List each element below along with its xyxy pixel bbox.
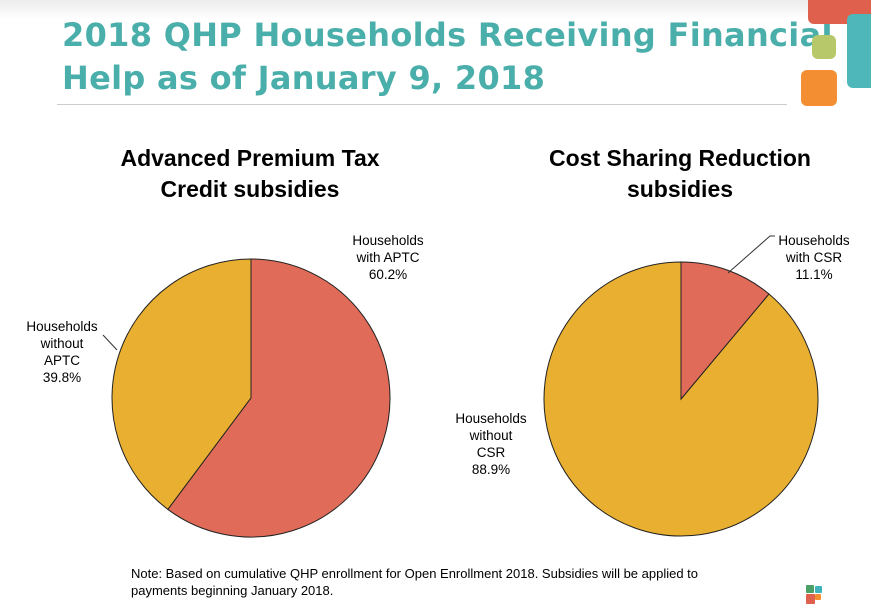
label-value: 11.1%	[795, 267, 833, 282]
label-text: with APTC	[356, 250, 420, 265]
label-text: without	[469, 428, 513, 443]
label-with-aptc: Households with APTC 60.2%	[340, 232, 436, 283]
pie-slice-aptc-with	[167, 258, 391, 538]
label-text: Households	[455, 411, 527, 426]
label-without-csr: Households without CSR 88.9%	[443, 410, 539, 478]
pie-slice-aptc-without	[111, 258, 252, 511]
leader-line-with-csr	[727, 235, 775, 274]
chart-title-line: Cost Sharing Reduction	[549, 145, 811, 171]
label-text: Households	[26, 319, 98, 334]
leader-line-without-aptc	[102, 334, 118, 351]
title-line-2: Help as of January 9, 2018	[62, 59, 546, 97]
label-text: Households	[352, 233, 424, 248]
label-text: with CSR	[785, 250, 843, 265]
label-value: 88.9%	[471, 462, 511, 477]
chart-title-line: subsidies	[626, 176, 734, 202]
footnote-line: Note: Based on cumulative QHP enrollment…	[131, 566, 699, 581]
footnote: Note: Based on cumulative QHP enrollment…	[131, 565, 801, 599]
chart-title-line: Advanced Premium Tax	[120, 145, 380, 171]
chart-title-csr: Cost Sharing Reduction subsidies	[490, 143, 870, 205]
chart-title-aptc: Advanced Premium Tax Credit subsidies	[60, 143, 440, 205]
label-value: 60.2%	[368, 267, 408, 282]
label-text: without	[40, 336, 84, 351]
label-without-aptc: Households without APTC 39.8%	[14, 318, 110, 386]
footnote-line: payments beginning January 2018.	[131, 583, 334, 598]
title-divider	[57, 104, 787, 105]
label-text: Households	[778, 233, 850, 248]
label-value: 39.8%	[42, 370, 82, 385]
label-text: APTC	[43, 353, 80, 368]
label-text: CSR	[476, 445, 506, 460]
label-with-csr: Households with CSR 11.1%	[766, 232, 862, 283]
page-title: 2018 QHP Households Receiving Financial …	[62, 14, 833, 100]
pie-slice-csr-with	[680, 261, 770, 401]
chart-title-line: Credit subsidies	[160, 176, 340, 202]
top-bar	[0, 0, 871, 20]
title-line-1: 2018 QHP Households Receiving Financial	[62, 16, 833, 54]
